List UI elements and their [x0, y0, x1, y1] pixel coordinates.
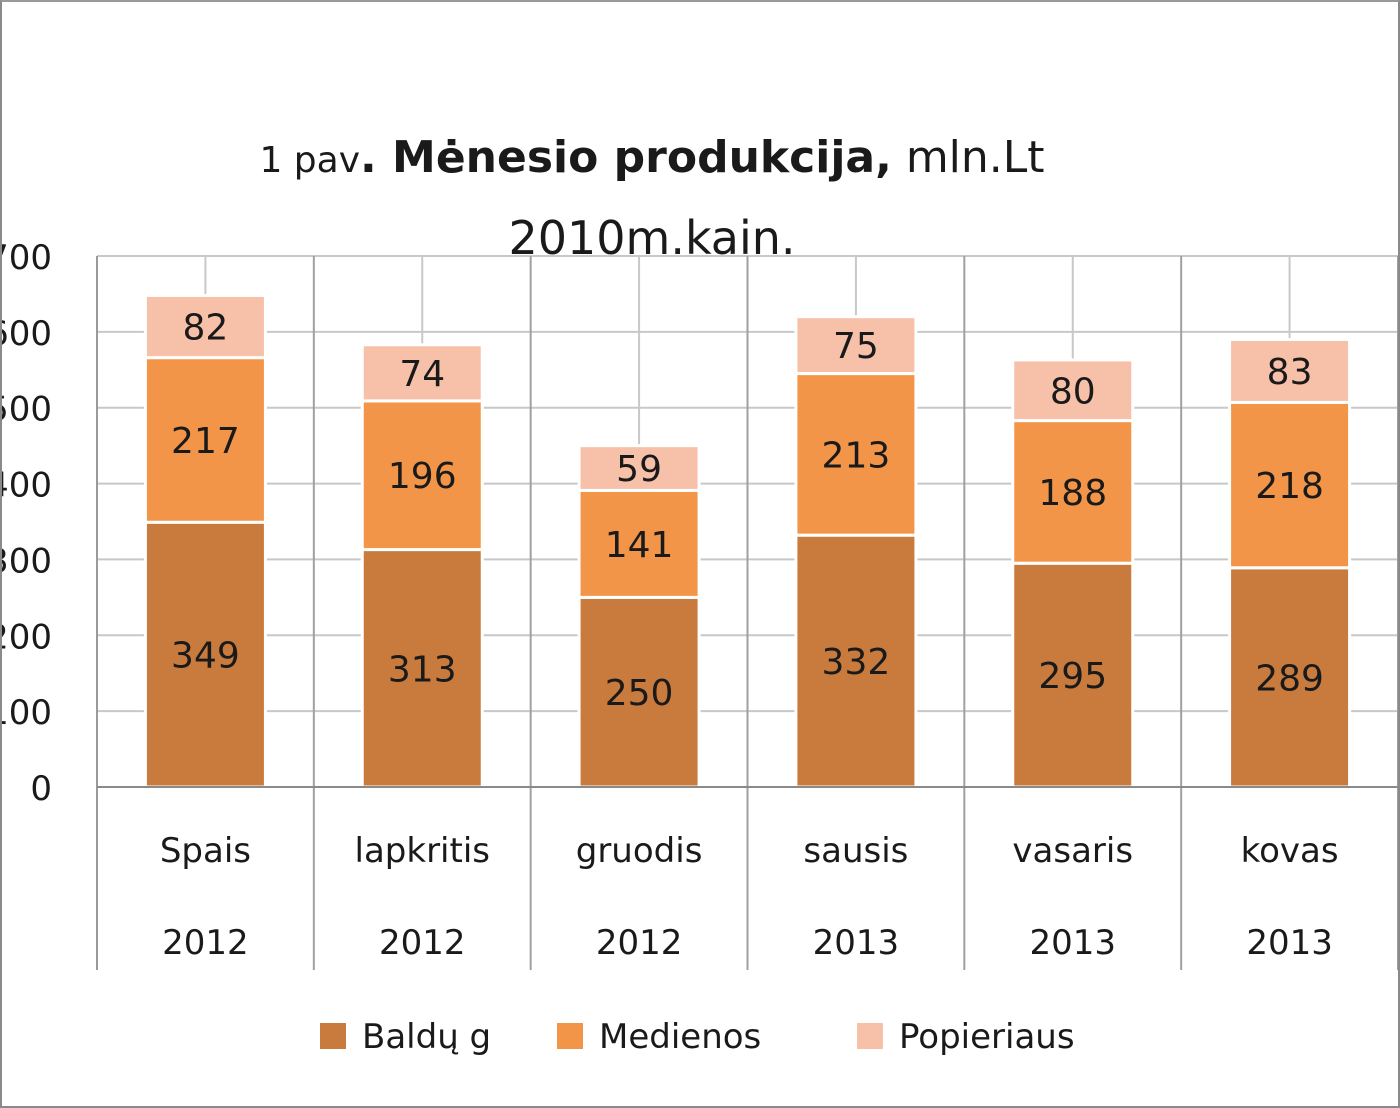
bar-segment [577, 444, 701, 492]
legend-label: Baldų g [362, 1017, 491, 1057]
data-label: 295 [1038, 656, 1107, 697]
bar-segment [577, 488, 701, 599]
x-tick-label-year: 2013 [1246, 923, 1333, 963]
x-tick-label-month: Spais [160, 831, 251, 871]
title-layer: 1 pav. Mėnesio produkcija, mln.Lt 2010m.… [259, 132, 1044, 265]
bar-segment [143, 356, 267, 524]
x-tick-label-year: 2013 [813, 923, 900, 963]
data-label: 188 [1038, 473, 1107, 514]
x-tick-label-month: gruodis [576, 831, 703, 871]
data-label: 217 [171, 421, 240, 462]
x-tick-label-month: lapkritis [355, 831, 490, 871]
bar-segment [1228, 337, 1352, 404]
x-tick-label-month: kovas [1241, 831, 1339, 871]
data-label: 75 [833, 326, 879, 367]
x-tick-label-year: 2013 [1029, 923, 1116, 963]
legend-swatch [320, 1023, 346, 1049]
y-tick-label: 300 [2, 541, 52, 581]
data-label: 141 [605, 525, 674, 566]
data-label: 74 [399, 354, 445, 395]
bar-segment [143, 293, 267, 360]
data-label: 250 [605, 673, 674, 714]
data-label: 82 [183, 308, 229, 349]
chart-title-line2: 2010m.kain. [508, 211, 795, 265]
bar-segment [360, 343, 484, 403]
x-tick-label-month: sausis [803, 831, 908, 871]
data-label: 349 [171, 636, 240, 677]
y-tick-label: 400 [2, 466, 52, 506]
data-label: 218 [1255, 466, 1324, 507]
y-tick-label: 200 [2, 617, 52, 657]
chart-title-bold: . Mėnesio produkcija, [360, 132, 892, 183]
data-label: 213 [822, 435, 891, 476]
data-label: 80 [1050, 371, 1096, 412]
legend-swatch [557, 1023, 583, 1049]
data-label: 332 [822, 642, 891, 683]
x-tick-label-year: 2012 [379, 923, 466, 963]
x-tick-label-year: 2012 [162, 923, 249, 963]
y-tick-label: 500 [2, 390, 52, 430]
bar-segment [360, 399, 484, 552]
legend: Baldų g Medienos Popieriaus [320, 1017, 1075, 1057]
data-label: 289 [1255, 658, 1324, 699]
grid-layer [96, 255, 1398, 970]
x-tick-label-year: 2012 [596, 923, 683, 963]
chart-title-prefix: 1 pav [259, 140, 360, 181]
legend-label: Popieriaus [899, 1017, 1075, 1057]
bar-segment [1011, 358, 1135, 423]
bar-segment [794, 315, 918, 376]
data-label: 83 [1267, 352, 1313, 393]
y-tick-label: 100 [2, 693, 52, 733]
y-tick-label: 700 [2, 238, 52, 278]
chart-title-line1: 1 pav. Mėnesio produkcija, mln.Lt [259, 132, 1044, 183]
bar-segment [143, 520, 267, 789]
legend-label: Medienos [599, 1017, 761, 1057]
data-label: 59 [616, 449, 662, 490]
axis-layer: 0 100 200 300 400 500 600 700 Spais 2012 lapkritis… [2, 238, 1398, 963]
bar-segment [794, 533, 918, 789]
chart-title-suffix: mln.Lt [892, 132, 1045, 183]
bar-segment [794, 372, 918, 537]
data-label: 313 [388, 649, 457, 690]
y-tick-label: 600 [2, 314, 52, 354]
bars-layer: 349 217 82 313 196 74 250 141 59 332 213 75 295 188 80… [143, 293, 1352, 789]
y-tick-label: 0 [30, 769, 52, 809]
bar-segment [1011, 561, 1135, 789]
x-tick-label-month: vasaris [1012, 831, 1133, 871]
legend-swatch [857, 1023, 883, 1049]
data-label: 196 [388, 456, 457, 497]
bar-segment [1228, 400, 1352, 570]
